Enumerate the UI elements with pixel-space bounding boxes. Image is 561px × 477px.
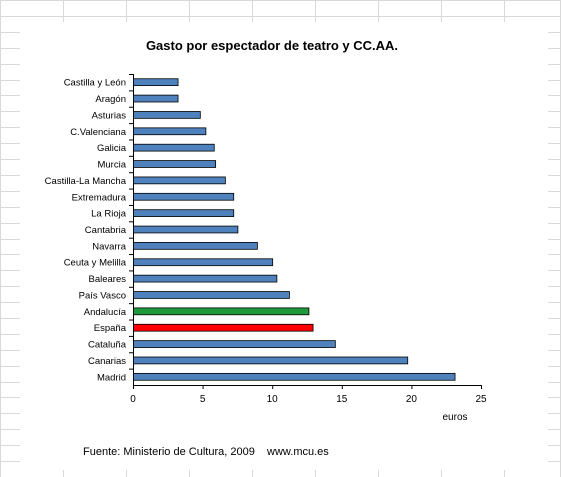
- bar: [133, 127, 207, 136]
- bar-series: [133, 78, 456, 381]
- category-label: Aragón: [95, 94, 126, 105]
- category-labels: Castilla y León Aragón Asturias C.Valencian…: [45, 74, 133, 383]
- bar: [133, 176, 226, 185]
- bar: [133, 356, 409, 365]
- x-axis-ticks: 0 5 10 15 20 25: [130, 385, 487, 405]
- bar: [133, 274, 278, 283]
- category-label: Castilla-La Mancha: [45, 176, 127, 187]
- source-note: Fuente: Ministerio de Cultura, 2009 www.…: [83, 446, 329, 458]
- bar: [133, 225, 239, 234]
- category-label: País Vasco: [79, 290, 126, 301]
- x-tick-label: 15: [336, 394, 348, 405]
- chart-title: Gasto por espectador de teatro y CC.AA.: [146, 38, 398, 53]
- x-axis-title: euros: [442, 412, 467, 423]
- category-label: Navarra: [92, 241, 127, 252]
- bar: [133, 192, 235, 201]
- category-label: Ceuta y Melilla: [64, 258, 127, 269]
- category-label: Baleares: [89, 274, 127, 285]
- chart-area-background: [20, 22, 548, 470]
- bar: [133, 258, 274, 267]
- x-tick-label: 10: [267, 394, 279, 405]
- category-label: Asturias: [92, 110, 127, 121]
- category-label: Canarias: [88, 356, 126, 367]
- category-label: Andalucía: [84, 307, 127, 318]
- bar: [133, 307, 310, 316]
- x-tick-label: 25: [475, 394, 487, 405]
- category-label: España: [94, 323, 127, 334]
- x-tick-label: 20: [406, 394, 418, 405]
- bar: [133, 78, 179, 87]
- bar: [133, 160, 217, 168]
- bar: [133, 209, 235, 217]
- bar: [133, 291, 290, 299]
- x-tick-label: 5: [200, 394, 206, 405]
- category-label: La Rioja: [91, 209, 127, 220]
- category-label: Galicia: [97, 143, 127, 154]
- category-label: Cantabria: [85, 225, 127, 236]
- bar: [133, 242, 258, 250]
- bar: [133, 143, 215, 152]
- bar: [133, 340, 336, 348]
- category-label: Cataluña: [88, 340, 127, 351]
- bar: [133, 111, 201, 119]
- category-label: Castilla y León: [64, 78, 126, 89]
- category-label: Murcia: [97, 160, 126, 171]
- bar: [133, 323, 314, 332]
- bar: [133, 94, 179, 103]
- x-tick-label: 0: [130, 394, 136, 405]
- category-label: Extremadura: [72, 192, 127, 203]
- plot-area: Castilla y León Aragón Asturias C.Valencian…: [45, 74, 487, 405]
- category-label: Madrid: [97, 372, 126, 383]
- bar: [133, 372, 456, 381]
- category-label: C.Valenciana: [70, 127, 127, 138]
